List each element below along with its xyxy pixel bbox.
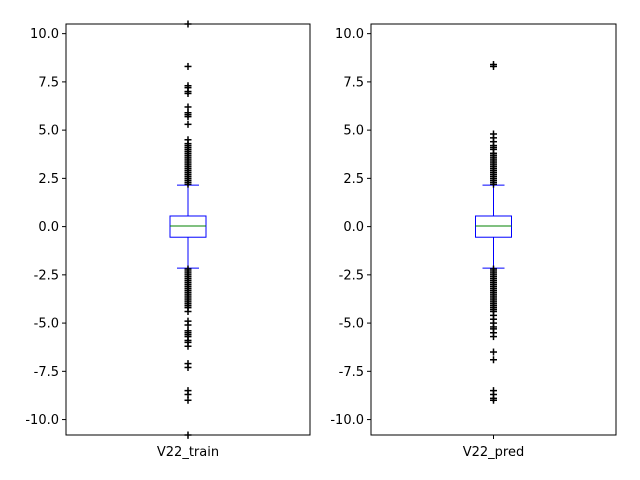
y-tick-label: -5.0 [34,317,59,332]
y-tick-label: -7.5 [339,365,364,380]
y-tick-label: -2.5 [34,268,59,283]
y-tick-label: 5.0 [38,124,59,139]
outlier-point [184,89,192,97]
y-tick-label: 10.0 [335,27,364,42]
box-plot-pred-axes: -10.0 -7.5 -5.0 -2.5 0.0 2.5 5.0 7.5 10.0 V22_pre… [330,23,617,460]
outlier-point [490,356,497,364]
y-tick-label: -2.5 [339,268,364,283]
outlier-point [184,308,192,316]
outlier-point [490,348,497,356]
outlier-point [184,120,192,128]
outlier-point [490,396,497,404]
outlier-point [490,180,497,188]
iqr-box [169,215,207,238]
outlier-point [490,333,497,341]
y-tick-label: 7.5 [38,75,59,90]
y-tick-label: 0.0 [38,220,59,235]
outlier-point [184,62,192,70]
box-plot-train-axes: -10.0 -7.5 -5.0 -2.5 0.0 2.5 5.0 7.5 10.0 V22_tra… [25,20,311,460]
y-tick-label: -10.0 [330,413,364,428]
outlier-point [184,431,192,439]
y-tick-label: -7.5 [34,365,59,380]
y-tick-label: 10.0 [30,27,59,42]
outlier-point [184,180,192,188]
x-tick-label: V22_pred [463,445,525,460]
x-tick-label: V22_train [157,445,219,460]
outlier-point [184,342,192,350]
axes-frame [370,23,617,436]
y-tick-label: 2.5 [343,172,364,187]
outlier-point [184,363,192,371]
y-tick-label: -10.0 [25,413,59,428]
y-tick-label: 2.5 [38,172,59,187]
y-tick-label: 0.0 [343,220,364,235]
iqr-box [475,215,512,238]
y-tick-label: -5.0 [339,317,364,332]
outlier-point [184,396,192,404]
outlier-point [184,20,192,28]
y-tick-label: 5.0 [343,124,364,139]
outlier-point [184,113,192,121]
y-tick-label: 7.5 [343,75,364,90]
outlier-point [490,62,497,70]
